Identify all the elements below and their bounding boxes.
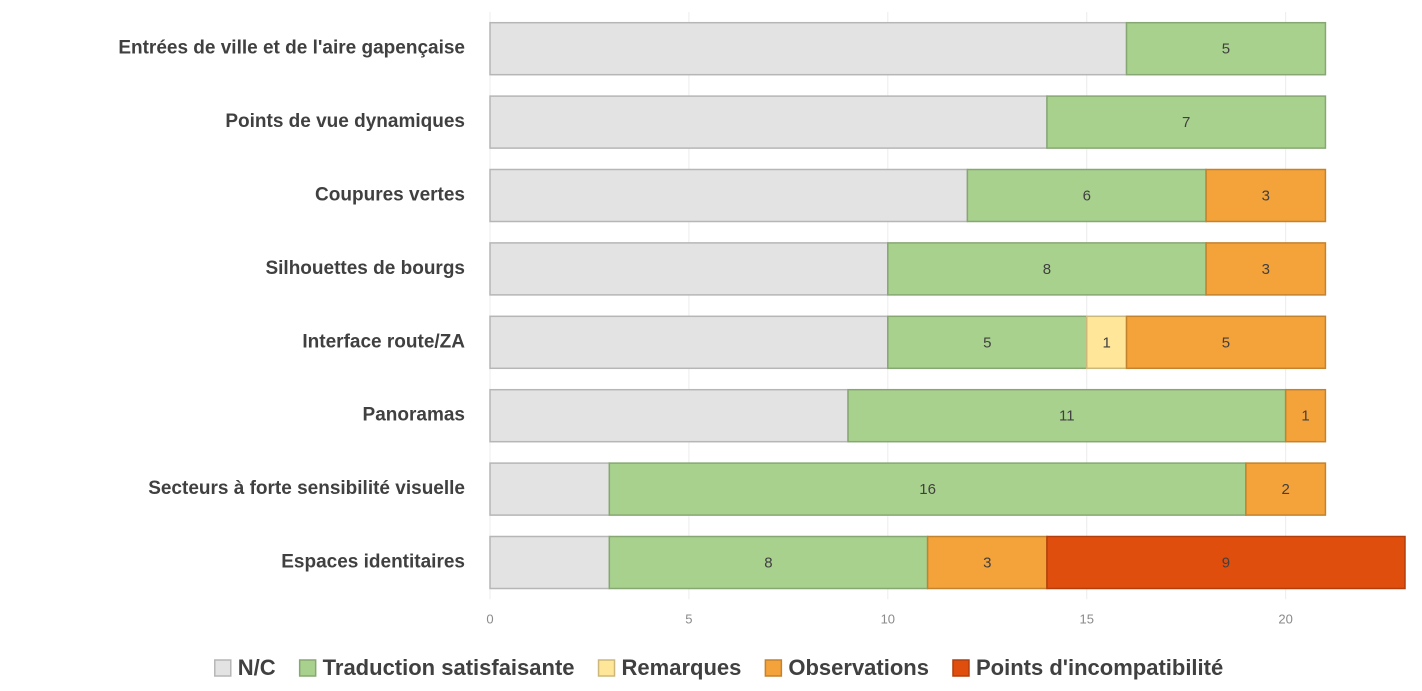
data-label: 7 bbox=[1182, 114, 1190, 131]
legend-marker bbox=[764, 659, 783, 677]
data-label: 5 bbox=[983, 334, 991, 351]
category-label: Coupures vertes bbox=[315, 185, 465, 206]
category-label: Espaces identitaires bbox=[281, 552, 465, 573]
bar-segment bbox=[887, 315, 1088, 370]
legend-label: Observations bbox=[788, 655, 929, 680]
legend-label: Traduction satisfaisante bbox=[323, 655, 575, 680]
bar-segment bbox=[489, 21, 1128, 76]
bar-segment bbox=[1046, 95, 1327, 149]
category-label: Points de vue dynamiques bbox=[225, 111, 465, 132]
legend: N/C Traduction satisfaisante Remarques Obse… bbox=[214, 655, 1223, 680]
category-label: Panoramas bbox=[363, 405, 465, 426]
bar-segment bbox=[1245, 462, 1327, 516]
legend-marker bbox=[214, 659, 232, 677]
x-tick-label: 5 bbox=[685, 611, 692, 626]
bar-segment bbox=[489, 535, 611, 590]
bar-segment bbox=[1125, 21, 1327, 76]
category-label: Interface route/ZA bbox=[302, 331, 465, 352]
data-label: 9 bbox=[1222, 554, 1230, 571]
category-label: Secteurs à forte sensibilité visuelle bbox=[148, 478, 465, 499]
bar-segment bbox=[926, 535, 1048, 590]
category-label: Silhouettes de bourgs bbox=[265, 258, 465, 279]
data-label: 5 bbox=[1222, 41, 1230, 58]
data-label: 5 bbox=[1222, 334, 1230, 351]
data-label: 3 bbox=[983, 554, 991, 571]
bar-segment bbox=[489, 462, 611, 516]
legend-marker bbox=[952, 659, 970, 677]
data-label: 16 bbox=[919, 481, 936, 498]
data-label: 1 bbox=[1102, 334, 1110, 351]
legend-label: N/C bbox=[238, 655, 276, 680]
bar-segment bbox=[489, 95, 1048, 149]
bar-segment bbox=[966, 168, 1207, 223]
data-label: 3 bbox=[1262, 187, 1270, 204]
bar-segment bbox=[1284, 388, 1327, 443]
bar-segment bbox=[1125, 315, 1327, 370]
data-label: 3 bbox=[1262, 261, 1270, 278]
legend-label: Remarques bbox=[622, 655, 742, 680]
legend-marker bbox=[298, 659, 317, 677]
bar-segment bbox=[489, 242, 889, 296]
x-tick-label: 10 bbox=[881, 611, 895, 626]
bar-segment bbox=[489, 168, 969, 223]
data-label: 1 bbox=[1301, 408, 1309, 425]
bar-segment bbox=[1205, 242, 1327, 296]
x-tick-label: 20 bbox=[1278, 611, 1292, 626]
data-label: 11 bbox=[1059, 408, 1075, 425]
data-label: 8 bbox=[764, 554, 772, 571]
bar-segment bbox=[887, 242, 1207, 296]
data-label: 2 bbox=[1281, 481, 1289, 498]
legend-label: Points d'incompatibilité bbox=[976, 655, 1223, 680]
x-tick-label: 15 bbox=[1080, 611, 1094, 626]
data-label: 8 bbox=[1043, 261, 1051, 278]
bar-segment bbox=[489, 315, 889, 370]
x-tick-label: 0 bbox=[486, 611, 493, 626]
bar-segment bbox=[489, 388, 849, 443]
legend-marker bbox=[597, 659, 616, 677]
bar-segment bbox=[1205, 168, 1327, 223]
bar-segment bbox=[1046, 535, 1406, 590]
data-label: 6 bbox=[1083, 187, 1091, 204]
category-label: Entrées de ville et de l'aire gapençaise bbox=[118, 38, 465, 59]
